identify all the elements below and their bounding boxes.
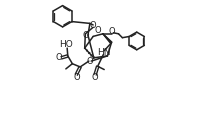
Text: HN: HN	[97, 48, 110, 57]
Text: HO: HO	[60, 40, 73, 49]
Text: O: O	[109, 27, 115, 36]
Text: O: O	[56, 53, 63, 62]
Text: O: O	[95, 26, 101, 35]
Text: O: O	[92, 73, 98, 82]
Text: O: O	[90, 21, 96, 30]
Text: O: O	[82, 31, 89, 40]
Polygon shape	[103, 34, 112, 44]
Text: O: O	[74, 73, 80, 82]
Text: O: O	[87, 57, 93, 66]
